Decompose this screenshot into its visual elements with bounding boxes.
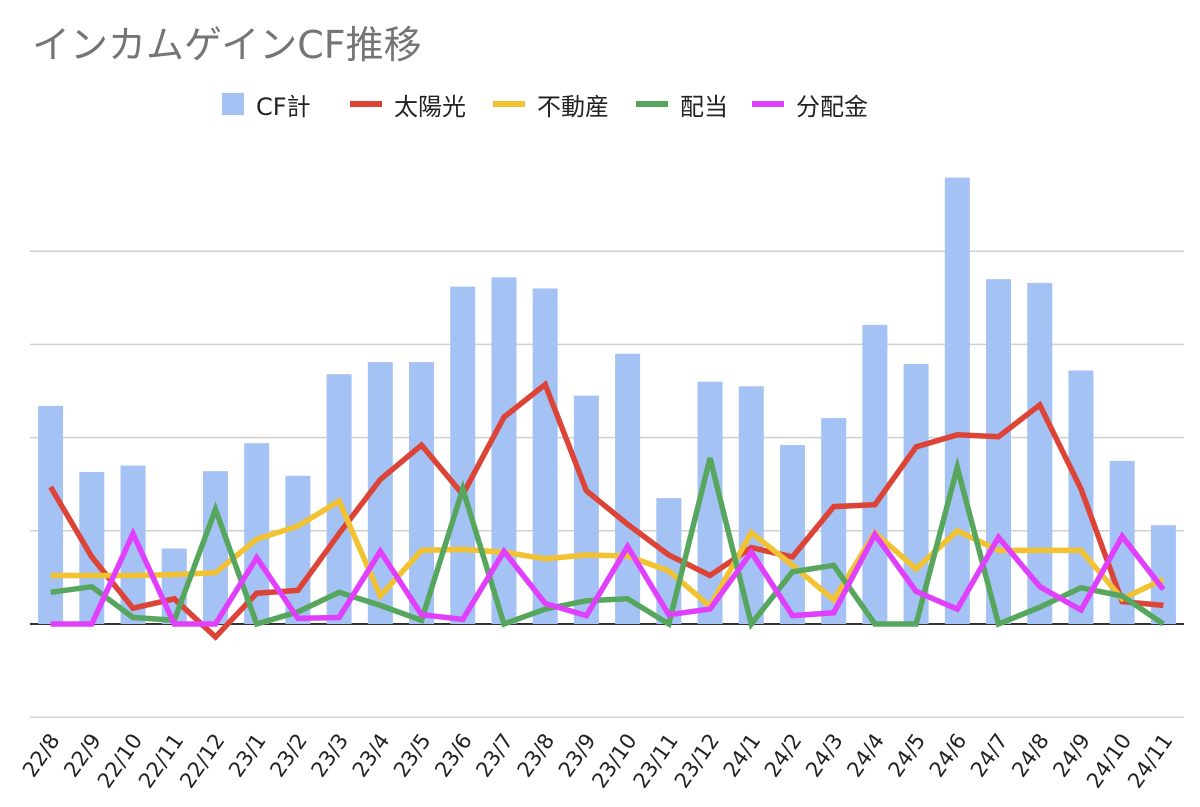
legend-label: 配当 — [680, 92, 728, 121]
x-tick-label: 24/3 — [801, 729, 848, 781]
x-tick-label: 23/2 — [265, 729, 312, 781]
x-tick-label: 22/8 — [18, 729, 65, 781]
bar-cf-total — [573, 395, 599, 624]
x-tick-label: 24/11 — [1123, 729, 1177, 792]
x-tick-label: 24/1 — [719, 729, 766, 781]
x-tick-label: 23/5 — [389, 729, 436, 781]
bar-cf-total — [1027, 282, 1053, 624]
bar-cf-total — [532, 288, 558, 624]
line-dividend — [50, 456, 1165, 631]
bar-cf-total — [285, 475, 311, 624]
x-tick-label: 23/8 — [513, 729, 560, 781]
legend-item-real-estate: 不動産 — [493, 84, 609, 124]
legend-swatch — [636, 101, 668, 107]
bar-cf-total — [409, 362, 435, 624]
x-tick-label: 24/6 — [925, 729, 972, 781]
legend-label: 分配金 — [796, 92, 868, 121]
legend-item-dividend: 配当 — [636, 84, 728, 124]
x-tick-label: 24/2 — [760, 729, 807, 781]
legend-item-distribution: 分配金 — [752, 84, 868, 124]
bar-cf-total — [944, 177, 970, 624]
legend-swatch — [493, 101, 525, 107]
bar-cf-total — [1068, 370, 1094, 624]
bar-cf-total — [615, 353, 641, 624]
x-tick-label: 22/12 — [175, 729, 229, 792]
legend-item-solar: 太陽光 — [350, 84, 466, 124]
x-tick-label: 23/1 — [224, 729, 271, 781]
chart-title: インカムゲインCF推移 — [32, 23, 422, 67]
bar-cf-total — [450, 286, 476, 624]
legend-label: 不動産 — [537, 92, 609, 121]
x-tick-label: 24/4 — [842, 729, 889, 781]
bar-cf-total — [779, 445, 805, 624]
x-tick-label: 23/4 — [348, 729, 395, 781]
line-distribution — [50, 526, 1166, 627]
x-tick-label: 24/7 — [966, 729, 1013, 781]
line-solar — [48, 380, 1164, 641]
legend: CF計 太陽光 不動産 配当 分配金 — [0, 84, 1200, 124]
bar-cf-total — [986, 279, 1012, 624]
legend-label: CF計 — [256, 92, 311, 121]
x-tick-label: 24/5 — [883, 729, 930, 781]
legend-swatch — [222, 93, 244, 115]
legend-swatch — [752, 101, 784, 107]
bar-cf-total — [862, 324, 888, 624]
x-tick-label: 23/6 — [430, 729, 477, 781]
bar-cf-total — [38, 405, 64, 624]
x-tick-label: 24/8 — [1007, 729, 1054, 781]
legend-label: 太陽光 — [394, 92, 466, 121]
legend-swatch — [350, 101, 382, 107]
bar-cf-total — [491, 277, 517, 624]
x-tick-label: 23/3 — [306, 729, 353, 781]
legend-item-cf-total: CF計 — [222, 84, 311, 124]
x-tick-label: 23/7 — [471, 729, 518, 781]
x-tick-label: 23/12 — [670, 729, 724, 792]
bar-cf-total — [202, 471, 228, 624]
